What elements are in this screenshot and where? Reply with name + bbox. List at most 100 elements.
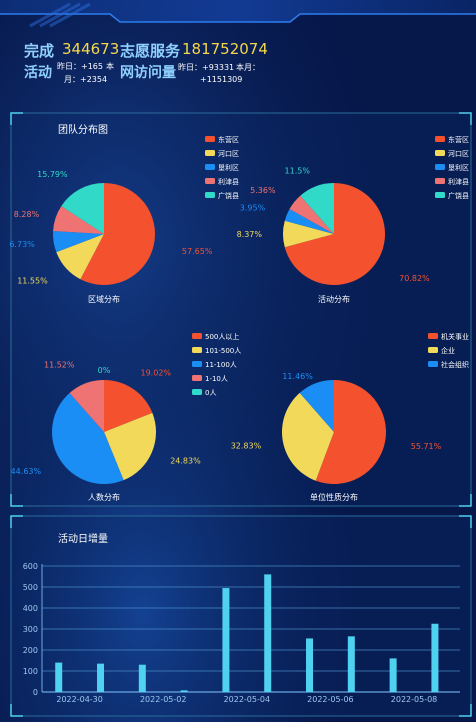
pie2-legend-swatch-3 bbox=[435, 164, 445, 170]
pie2-slice-1 bbox=[284, 182, 386, 286]
pie4-legend-swatch-3 bbox=[428, 361, 438, 367]
bar-10 bbox=[431, 623, 439, 692]
visits-month-value: +1151309 bbox=[200, 75, 243, 84]
bar-ytick-label-4: 300 bbox=[23, 625, 38, 634]
pie1-legend-swatch-3 bbox=[205, 164, 215, 170]
bar-xtick-label-2: 2022-05-02 bbox=[140, 695, 187, 704]
visits-month-label: 本月： bbox=[236, 63, 260, 72]
bar-ytick-label-7: 600 bbox=[23, 562, 38, 571]
pie3-legend-item-2: 101-500人 bbox=[205, 347, 241, 355]
visits-yesterday: 昨日：+93331 bbox=[178, 63, 235, 72]
bar-ytick-label-2: 100 bbox=[23, 667, 38, 676]
activity-yesterday: 昨日：+165 bbox=[57, 62, 103, 71]
bar-8 bbox=[347, 636, 355, 692]
bar-xtick-label-4: 2022-05-06 bbox=[307, 695, 354, 704]
pie1-label-2: 11.55% bbox=[17, 277, 48, 286]
pie4-label-2: 32.83% bbox=[231, 441, 262, 450]
bar-2 bbox=[97, 663, 105, 692]
pie1-title: 区域分布 bbox=[88, 294, 120, 304]
pie4-slice-1 bbox=[315, 380, 387, 485]
pie4-label-3: 11.46% bbox=[282, 372, 313, 381]
bar-3 bbox=[138, 664, 146, 692]
pie3-slice-1 bbox=[104, 380, 153, 432]
pie2-label-5: 11.5% bbox=[285, 166, 311, 175]
volunteer-label: 志愿服务 bbox=[120, 42, 181, 60]
bar-5 bbox=[222, 588, 230, 692]
pie3-slice-4 bbox=[69, 380, 104, 432]
pie3-legend-swatch-1 bbox=[192, 333, 202, 339]
pie1-label-5: 15.79% bbox=[37, 170, 68, 179]
pie3-slice-2 bbox=[104, 412, 156, 481]
pie2-label-1: 70.82% bbox=[399, 274, 430, 283]
bar-4 bbox=[180, 690, 188, 692]
bar-1 bbox=[55, 662, 63, 692]
pie2-slice-5 bbox=[300, 183, 334, 234]
pie1-slice-5 bbox=[61, 183, 104, 234]
pie1-legend-item-1: 东营区 bbox=[218, 135, 239, 144]
pie1-legend-swatch-4 bbox=[205, 178, 215, 184]
bar-7 bbox=[306, 638, 314, 692]
pie3-legend-swatch-2 bbox=[192, 347, 202, 353]
pie3-label-3: 44.63% bbox=[11, 467, 42, 476]
pie1-legend-item-2: 河口区 bbox=[218, 150, 239, 158]
pie1-legend-swatch-2 bbox=[205, 150, 215, 156]
bar-ytick-label-6: 500 bbox=[23, 583, 38, 592]
pie3-label-1: 19.02% bbox=[141, 368, 172, 377]
pie3-legend-item-5: 0人 bbox=[205, 389, 216, 397]
pie2-title: 活动分布 bbox=[318, 294, 350, 304]
pie4-legend-item-3: 社会组织 bbox=[441, 360, 469, 369]
pie1-label-4: 8.28% bbox=[14, 210, 40, 219]
bar-ytick-label-5: 400 bbox=[23, 604, 38, 613]
pie1-slice-1 bbox=[80, 183, 155, 285]
pie1-legend-swatch-5 bbox=[205, 192, 215, 198]
pie3-legend-swatch-3 bbox=[192, 361, 202, 367]
pie1-slice-3 bbox=[53, 231, 104, 253]
pie2-slice-2 bbox=[283, 220, 334, 248]
pie4-label-1: 55.71% bbox=[411, 442, 442, 451]
bar-9 bbox=[389, 658, 397, 692]
pie4-title: 单位性质分布 bbox=[310, 492, 358, 502]
pie3-legend-item-4: 1-10人 bbox=[205, 375, 228, 383]
pie3-legend-swatch-4 bbox=[192, 375, 202, 381]
pie2-legend-swatch-4 bbox=[435, 178, 445, 184]
pie3-label-4: 11.52% bbox=[44, 361, 75, 370]
pie2-legend-item-4: 利津县 bbox=[448, 177, 469, 186]
pie2-legend-item-5: 广饶县 bbox=[448, 191, 469, 200]
pie1-legend-item-4: 利津县 bbox=[218, 177, 239, 186]
pie2-label-2: 8.37% bbox=[237, 230, 263, 239]
panel1-title: 团队分布图 bbox=[58, 125, 108, 136]
pie1-legend-item-3: 垦利区 bbox=[218, 163, 239, 172]
pie2-slice-3 bbox=[284, 209, 334, 234]
bar-ytick-label-3: 200 bbox=[23, 646, 38, 655]
bar-xtick-label-3: 2022-05-04 bbox=[224, 695, 271, 704]
pie2-slice-4 bbox=[289, 195, 334, 234]
pie3-legend-item-3: 11-100人 bbox=[205, 361, 237, 369]
pie4-legend-swatch-1 bbox=[428, 333, 438, 339]
pie1-slice-2 bbox=[56, 234, 104, 280]
visits-label: 网访问量 bbox=[120, 65, 176, 81]
completed-label: 完成 bbox=[24, 42, 55, 60]
pie2-legend-swatch-5 bbox=[435, 192, 445, 198]
activity-month-part2: 月：+2354 bbox=[64, 75, 108, 84]
pie4-legend-item-1: 机关事业 bbox=[441, 332, 469, 341]
activity-label: 活动 bbox=[24, 65, 52, 81]
pie4-legend-swatch-2 bbox=[428, 347, 438, 353]
pie2-legend-item-1: 东营区 bbox=[448, 135, 469, 144]
bar-xtick-label-1: 2022-04-30 bbox=[56, 695, 103, 704]
pie2-legend-item-3: 垦利区 bbox=[448, 163, 469, 172]
volunteer-value: 181752074 bbox=[182, 40, 268, 58]
pie2-legend-swatch-1 bbox=[435, 136, 445, 142]
pie1-legend-swatch-1 bbox=[205, 136, 215, 142]
pie3-legend-swatch-5 bbox=[192, 389, 202, 395]
pie2-legend-item-2: 河口区 bbox=[448, 150, 469, 158]
pie2-legend-swatch-2 bbox=[435, 150, 445, 156]
pie3-label-2: 24.83% bbox=[170, 456, 201, 465]
pie3-title: 人数分布 bbox=[88, 492, 120, 502]
pie1-slice-4 bbox=[53, 206, 104, 234]
bar-6 bbox=[264, 574, 272, 692]
activity-month-part1: 本 bbox=[106, 62, 114, 71]
bar-ytick-label-1: 0 bbox=[33, 688, 38, 697]
pie4-slice-2 bbox=[282, 392, 334, 481]
pie4-legend-item-2: 企业 bbox=[441, 346, 455, 355]
bar-xtick-label-5: 2022-05-08 bbox=[391, 695, 438, 704]
